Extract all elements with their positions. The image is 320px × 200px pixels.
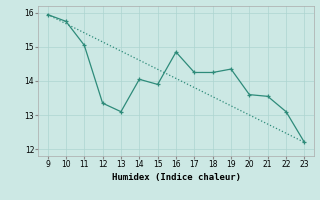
X-axis label: Humidex (Indice chaleur): Humidex (Indice chaleur) [111,173,241,182]
